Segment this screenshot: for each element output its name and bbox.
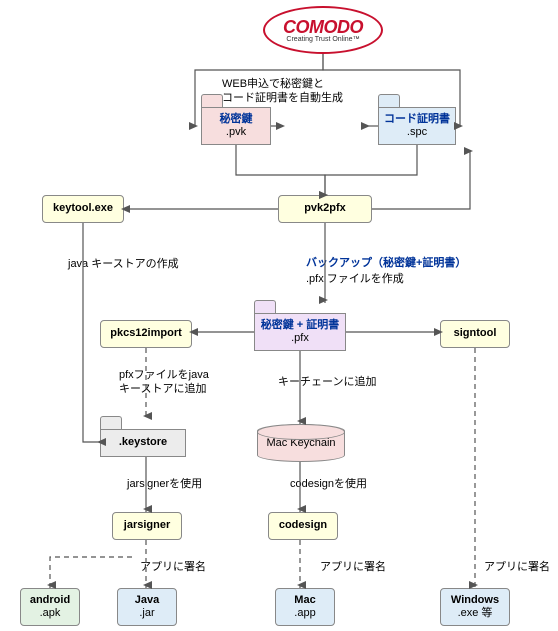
edge — [372, 151, 470, 209]
spc-tab — [378, 94, 400, 108]
jarsigner-title: jarsigner — [124, 519, 170, 532]
edge — [325, 145, 417, 195]
edge — [236, 145, 325, 195]
pfx_make-label: .pfx ファイルを作成 — [306, 272, 404, 286]
signtool-node: signtool — [440, 320, 510, 348]
pvk-tab — [201, 94, 223, 108]
spc-node: コード証明書.spc — [378, 107, 456, 145]
sign3-label: アプリに署名 — [484, 560, 550, 574]
keychain-title: Mac Keychain — [266, 437, 335, 449]
macapp-sub: .app — [294, 607, 315, 620]
logo-brand: COMODO — [283, 17, 363, 38]
pvk-node: 秘密鍵.pvk — [201, 107, 271, 145]
arrowhead — [319, 296, 328, 304]
arrowhead — [143, 412, 152, 420]
web_gen-label: WEB申込で秘密鍵と コード証明書を自動生成 — [222, 77, 343, 106]
winexe-node: Windows.exe 等 — [440, 588, 510, 626]
code_use-label: codesignを使用 — [290, 477, 367, 491]
jar-title: Java — [135, 594, 159, 607]
keystore-node: .keystore — [100, 429, 186, 457]
jar_use-label: jarsignerを使用 — [127, 477, 202, 491]
comodo-logo: COMODOCreating Trust Online™ — [263, 6, 383, 54]
edge — [50, 557, 132, 588]
sign1-label: アプリに署名 — [140, 560, 206, 574]
codesign-node: codesign — [268, 512, 338, 540]
kc_add-label: キーチェーンに追加 — [278, 375, 376, 389]
pfx-tab — [254, 300, 276, 314]
keystore-tab — [100, 416, 122, 430]
pvk2pfx-title: pvk2pfx — [304, 202, 346, 215]
spc-title: コード証明書 — [384, 113, 450, 126]
java_ks-label: java キーストアの作成 — [68, 257, 179, 271]
logo-tagline: Creating Trust Online™ — [286, 36, 359, 43]
pfx-title: 秘密鍵 + 証明書 — [261, 319, 340, 332]
arrowhead — [361, 122, 370, 130]
apk-title: android — [30, 594, 70, 607]
pfx-sub: .pfx — [291, 332, 309, 345]
keychain-node: Mac Keychain — [257, 424, 345, 462]
pvk2pfx-node: pvk2pfx — [278, 195, 372, 223]
jar-node: Java.jar — [117, 588, 177, 626]
keytool-node: keytool.exe — [42, 195, 124, 223]
sign2-label: アプリに署名 — [320, 560, 386, 574]
apk-sub: .apk — [40, 607, 61, 620]
arrowhead — [464, 147, 473, 155]
arrowhead — [189, 122, 198, 130]
edge — [83, 223, 100, 442]
macapp-node: Mac.app — [275, 588, 335, 626]
winexe-title: Windows — [451, 594, 499, 607]
keytool-title: keytool.exe — [53, 202, 113, 215]
pfx_add-label: pfxファイルをjava キーストアに追加 — [119, 368, 209, 397]
jar-sub: .jar — [139, 607, 154, 620]
backup-label: バックアップ（秘密鍵+証明書） — [306, 256, 466, 270]
pfx-node: 秘密鍵 + 証明書.pfx — [254, 313, 346, 351]
signtool-title: signtool — [454, 327, 497, 340]
pkcs12-node: pkcs12import — [100, 320, 192, 348]
codesign-title: codesign — [279, 519, 327, 532]
pkcs12-title: pkcs12import — [110, 327, 182, 340]
jarsigner-node: jarsigner — [112, 512, 182, 540]
apk-node: android.apk — [20, 588, 80, 626]
arrowhead — [276, 122, 285, 130]
pvk-sub: .pvk — [226, 126, 246, 139]
spc-sub: .spc — [407, 126, 427, 139]
winexe-sub: .exe 等 — [458, 607, 493, 620]
macapp-title: Mac — [294, 594, 315, 607]
keystore-title: .keystore — [119, 436, 167, 449]
pvk-title: 秘密鍵 — [220, 113, 253, 126]
